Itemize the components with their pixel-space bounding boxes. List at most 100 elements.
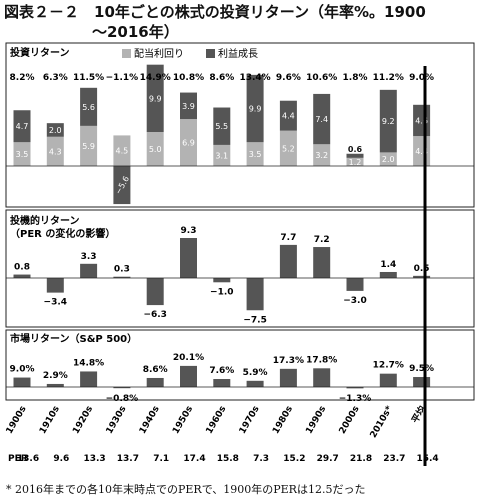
label-speculative: 3.3: [81, 252, 97, 262]
label-growth: 4.4: [282, 112, 295, 121]
label-market-return: 2.9%: [43, 371, 68, 381]
per-value: 29.7: [317, 454, 339, 464]
label-market-return: 12.7%: [373, 361, 404, 371]
label-growth: 3.9: [182, 102, 195, 111]
label-growth: 9.9: [249, 105, 262, 114]
label-total-return: 11.5%: [73, 73, 104, 83]
per-row-label: PER: [8, 454, 28, 464]
label-dividend: 4.3: [49, 147, 62, 156]
bar-speculative: [213, 278, 231, 283]
per-value: 13.6: [17, 454, 39, 464]
bar-dividend: [379, 152, 397, 166]
bar-speculative: [113, 276, 131, 278]
bar-market-return: [146, 377, 164, 387]
bar-speculative: [146, 278, 164, 306]
label-market-return: 20.1%: [173, 353, 204, 363]
bar-market-return: [46, 383, 64, 387]
panel-3-frame: [5, 329, 475, 401]
category-label: 1900s: [5, 405, 29, 436]
figure-title-line1: 図表２－２ 10年ごとの株式の投資リターン（年率%。1900: [4, 3, 426, 21]
category-label: 1990s: [304, 405, 328, 436]
label-dividend: 5.0: [149, 145, 162, 154]
label-speculative: 0.5: [414, 264, 430, 274]
label-total-return: 9.0%: [409, 73, 434, 83]
bar-market-return: [346, 387, 364, 389]
bar-market-return: [80, 371, 98, 387]
bar-growth: [80, 87, 98, 126]
bar-growth: [46, 123, 64, 137]
figure-title-line2: 〜2016年）: [92, 23, 179, 41]
category-label: 1960s: [205, 405, 229, 436]
label-market-return: 17.8%: [306, 355, 337, 365]
label-speculative: 7.7: [280, 233, 296, 243]
bar-speculative: [379, 271, 397, 278]
label-growth: 9.9: [149, 94, 162, 103]
label-speculative: −3.4: [44, 298, 67, 308]
label-market-return: 8.6%: [143, 365, 168, 375]
bar-growth: [113, 166, 131, 205]
label-dividend: 1.2: [349, 158, 362, 167]
panel-2-sublabel: （PER の変化の影響）: [10, 227, 115, 240]
label-total-return: 10.8%: [173, 73, 204, 83]
label-growth: 0.6: [348, 145, 363, 154]
bar-speculative: [313, 247, 331, 278]
bar-dividend: [146, 132, 164, 166]
label-market-return: −0.8%: [106, 394, 139, 404]
bar-growth: [379, 89, 397, 153]
legend-label-growth: 利益成長: [218, 47, 258, 60]
label-market-return: 9.5%: [409, 364, 434, 374]
label-speculative: 9.3: [181, 226, 197, 236]
label-dividend: 5.2: [282, 144, 295, 153]
per-value: 23.7: [383, 454, 405, 464]
bar-growth: [246, 74, 264, 143]
per-value: 7.1: [153, 454, 169, 464]
panel-2-frame: [5, 209, 475, 328]
bar-market-return: [413, 377, 431, 387]
label-growth: 4.7: [16, 122, 29, 131]
label-total-return: 13.4%: [239, 73, 270, 83]
label-total-return: −1.1%: [106, 73, 139, 83]
label-market-return: 9.0%: [10, 365, 35, 375]
panel-3-label: 市場リターン（S&P 500）: [10, 332, 137, 345]
label-market-return: 7.6%: [209, 366, 234, 376]
bar-growth: [346, 153, 364, 158]
per-value: 21.8: [350, 454, 372, 464]
category-label: 1980s: [271, 405, 295, 436]
label-total-return: 11.2%: [373, 73, 404, 83]
category-label: 1930s: [105, 405, 129, 436]
bar-market-return: [113, 387, 131, 389]
bar-dividend: [180, 119, 197, 166]
bar-speculative: [46, 278, 64, 293]
label-dividend: 3.1: [215, 151, 228, 160]
bar-market-return: [313, 368, 331, 387]
label-speculative: −6.3: [143, 310, 166, 320]
label-market-return: −1.3%: [339, 394, 372, 404]
bar-market-return: [13, 377, 31, 387]
bar-growth: [180, 92, 197, 120]
category-label: 1920s: [71, 405, 95, 436]
label-speculative: 0.8: [14, 263, 30, 273]
bar-dividend: [313, 144, 331, 166]
label-total-return: 10.6%: [306, 73, 337, 83]
label-total-return: 8.2%: [10, 73, 35, 83]
label-total-return: 14.9%: [140, 73, 171, 83]
category-label: 1940s: [138, 405, 162, 436]
bar-growth: [313, 93, 331, 145]
bar-speculative: [80, 263, 98, 278]
legend-label-dividend: 配当利回り: [134, 47, 184, 60]
label-market-return: 5.9%: [243, 368, 268, 378]
label-dividend: 6.9: [182, 139, 195, 148]
bar-speculative: [13, 274, 31, 278]
per-value: 13.7: [117, 454, 139, 464]
bar-market-return: [379, 373, 397, 387]
label-dividend: 3.2: [315, 151, 328, 160]
legend-swatch-dividend: [122, 49, 131, 58]
label-dividend: 3.5: [249, 150, 262, 159]
footnote: * 2016年までの各10年末時点でのPERで、1900年のPERは12.5だっ…: [6, 483, 366, 496]
label-market-return: 14.8%: [73, 358, 104, 368]
bar-dividend: [13, 142, 31, 166]
per-value: 17.4: [183, 454, 205, 464]
label-market-return: 17.3%: [273, 356, 304, 366]
panel-1-label: 投資リターン: [10, 46, 70, 59]
bar-growth: [13, 110, 31, 143]
